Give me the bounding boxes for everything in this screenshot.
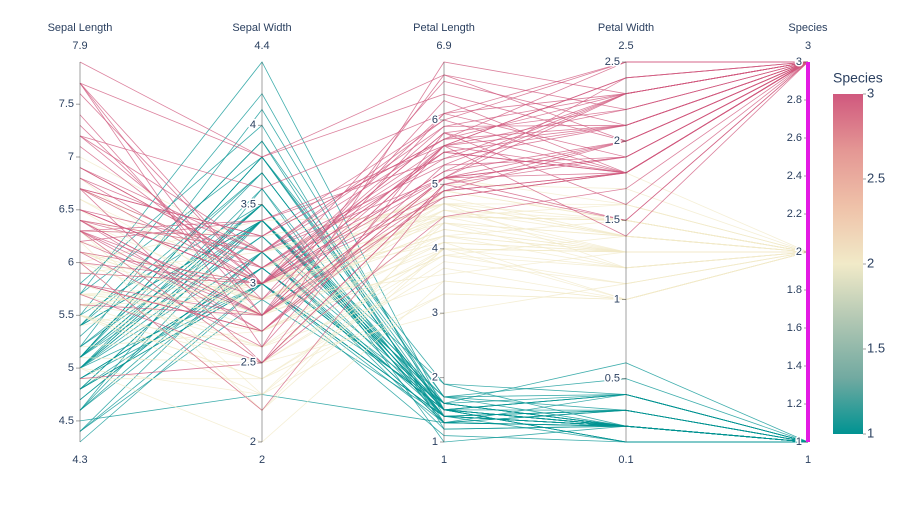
tick-label: 1 <box>614 293 620 305</box>
tick-label: 3 <box>796 56 802 68</box>
tick-label: 2.2 <box>787 208 802 220</box>
tick-label: 3 <box>250 278 256 290</box>
axis-title: Sepal Width <box>232 22 291 34</box>
colorbar-title: Species <box>833 70 883 86</box>
tick-label: 1.4 <box>787 360 802 372</box>
tick-label: 1.5 <box>605 214 620 226</box>
colorbar-tick-label: 2 <box>867 255 874 270</box>
tick-label: 2 <box>432 371 438 383</box>
axis-title: Species <box>788 22 828 34</box>
range-min-label: 0.1 <box>618 454 633 466</box>
range-max-label: 6.9 <box>436 40 451 52</box>
tick-label: 2.8 <box>787 94 802 106</box>
axis-title: Sepal Length <box>48 22 113 34</box>
tick-label: 7 <box>68 151 74 163</box>
axis-title: Petal Width <box>598 22 654 34</box>
tick-label: 5.5 <box>59 309 74 321</box>
colorbar-gradient <box>833 94 863 434</box>
tick-label: 6 <box>68 256 74 268</box>
range-max-label: 2.5 <box>618 40 633 52</box>
range-min-label: 4.3 <box>72 454 87 466</box>
tick-label: 5 <box>68 362 74 374</box>
tick-label: 7.5 <box>59 98 74 110</box>
tick-label: 2 <box>796 246 802 258</box>
tick-label: 3 <box>432 307 438 319</box>
tick-label: 6 <box>432 114 438 126</box>
colorbar-tick-label: 2.5 <box>867 170 885 185</box>
tick-label: 2 <box>614 135 620 147</box>
range-min-label: 2 <box>259 454 265 466</box>
tick-label: 2.4 <box>787 170 802 182</box>
tick-label: 2.5 <box>241 357 256 369</box>
colorbar-tick-label: 1.5 <box>867 340 885 355</box>
tick-label: 1.2 <box>787 398 802 410</box>
tick-label: 2.6 <box>787 132 802 144</box>
colorbar-tick-label: 1 <box>867 425 874 440</box>
tick-label: 4 <box>432 243 438 255</box>
axis-title: Petal Length <box>413 22 475 34</box>
range-max-label: 7.9 <box>72 40 87 52</box>
range-max-label: 3 <box>805 40 811 52</box>
tick-label: 4.5 <box>59 415 74 427</box>
tick-label: 2.5 <box>605 56 620 68</box>
tick-label: 1.6 <box>787 322 802 334</box>
axes: Sepal Length 7.9 4.3 4.5 5 5.5 6 6.5 7 7.5 Sepal W… <box>48 22 828 466</box>
tick-label: 1 <box>796 436 802 448</box>
colorbar: Species 1 1.5 2 2.5 3 <box>833 70 885 440</box>
tick-label: 6.5 <box>59 204 74 216</box>
tick-label: 1 <box>432 436 438 448</box>
colorbar-tick-label: 3 <box>867 85 874 100</box>
range-max-label: 4.4 <box>254 40 269 52</box>
tick-label: 1.8 <box>787 284 802 296</box>
tick-label: 5 <box>432 178 438 190</box>
tick-label: 2 <box>250 436 256 448</box>
tick-label: 3.5 <box>241 198 256 210</box>
range-min-label: 1 <box>441 454 447 466</box>
tick-label: 4 <box>250 119 256 131</box>
range-min-label: 1 <box>805 454 811 466</box>
tick-label: 0.5 <box>605 373 620 385</box>
